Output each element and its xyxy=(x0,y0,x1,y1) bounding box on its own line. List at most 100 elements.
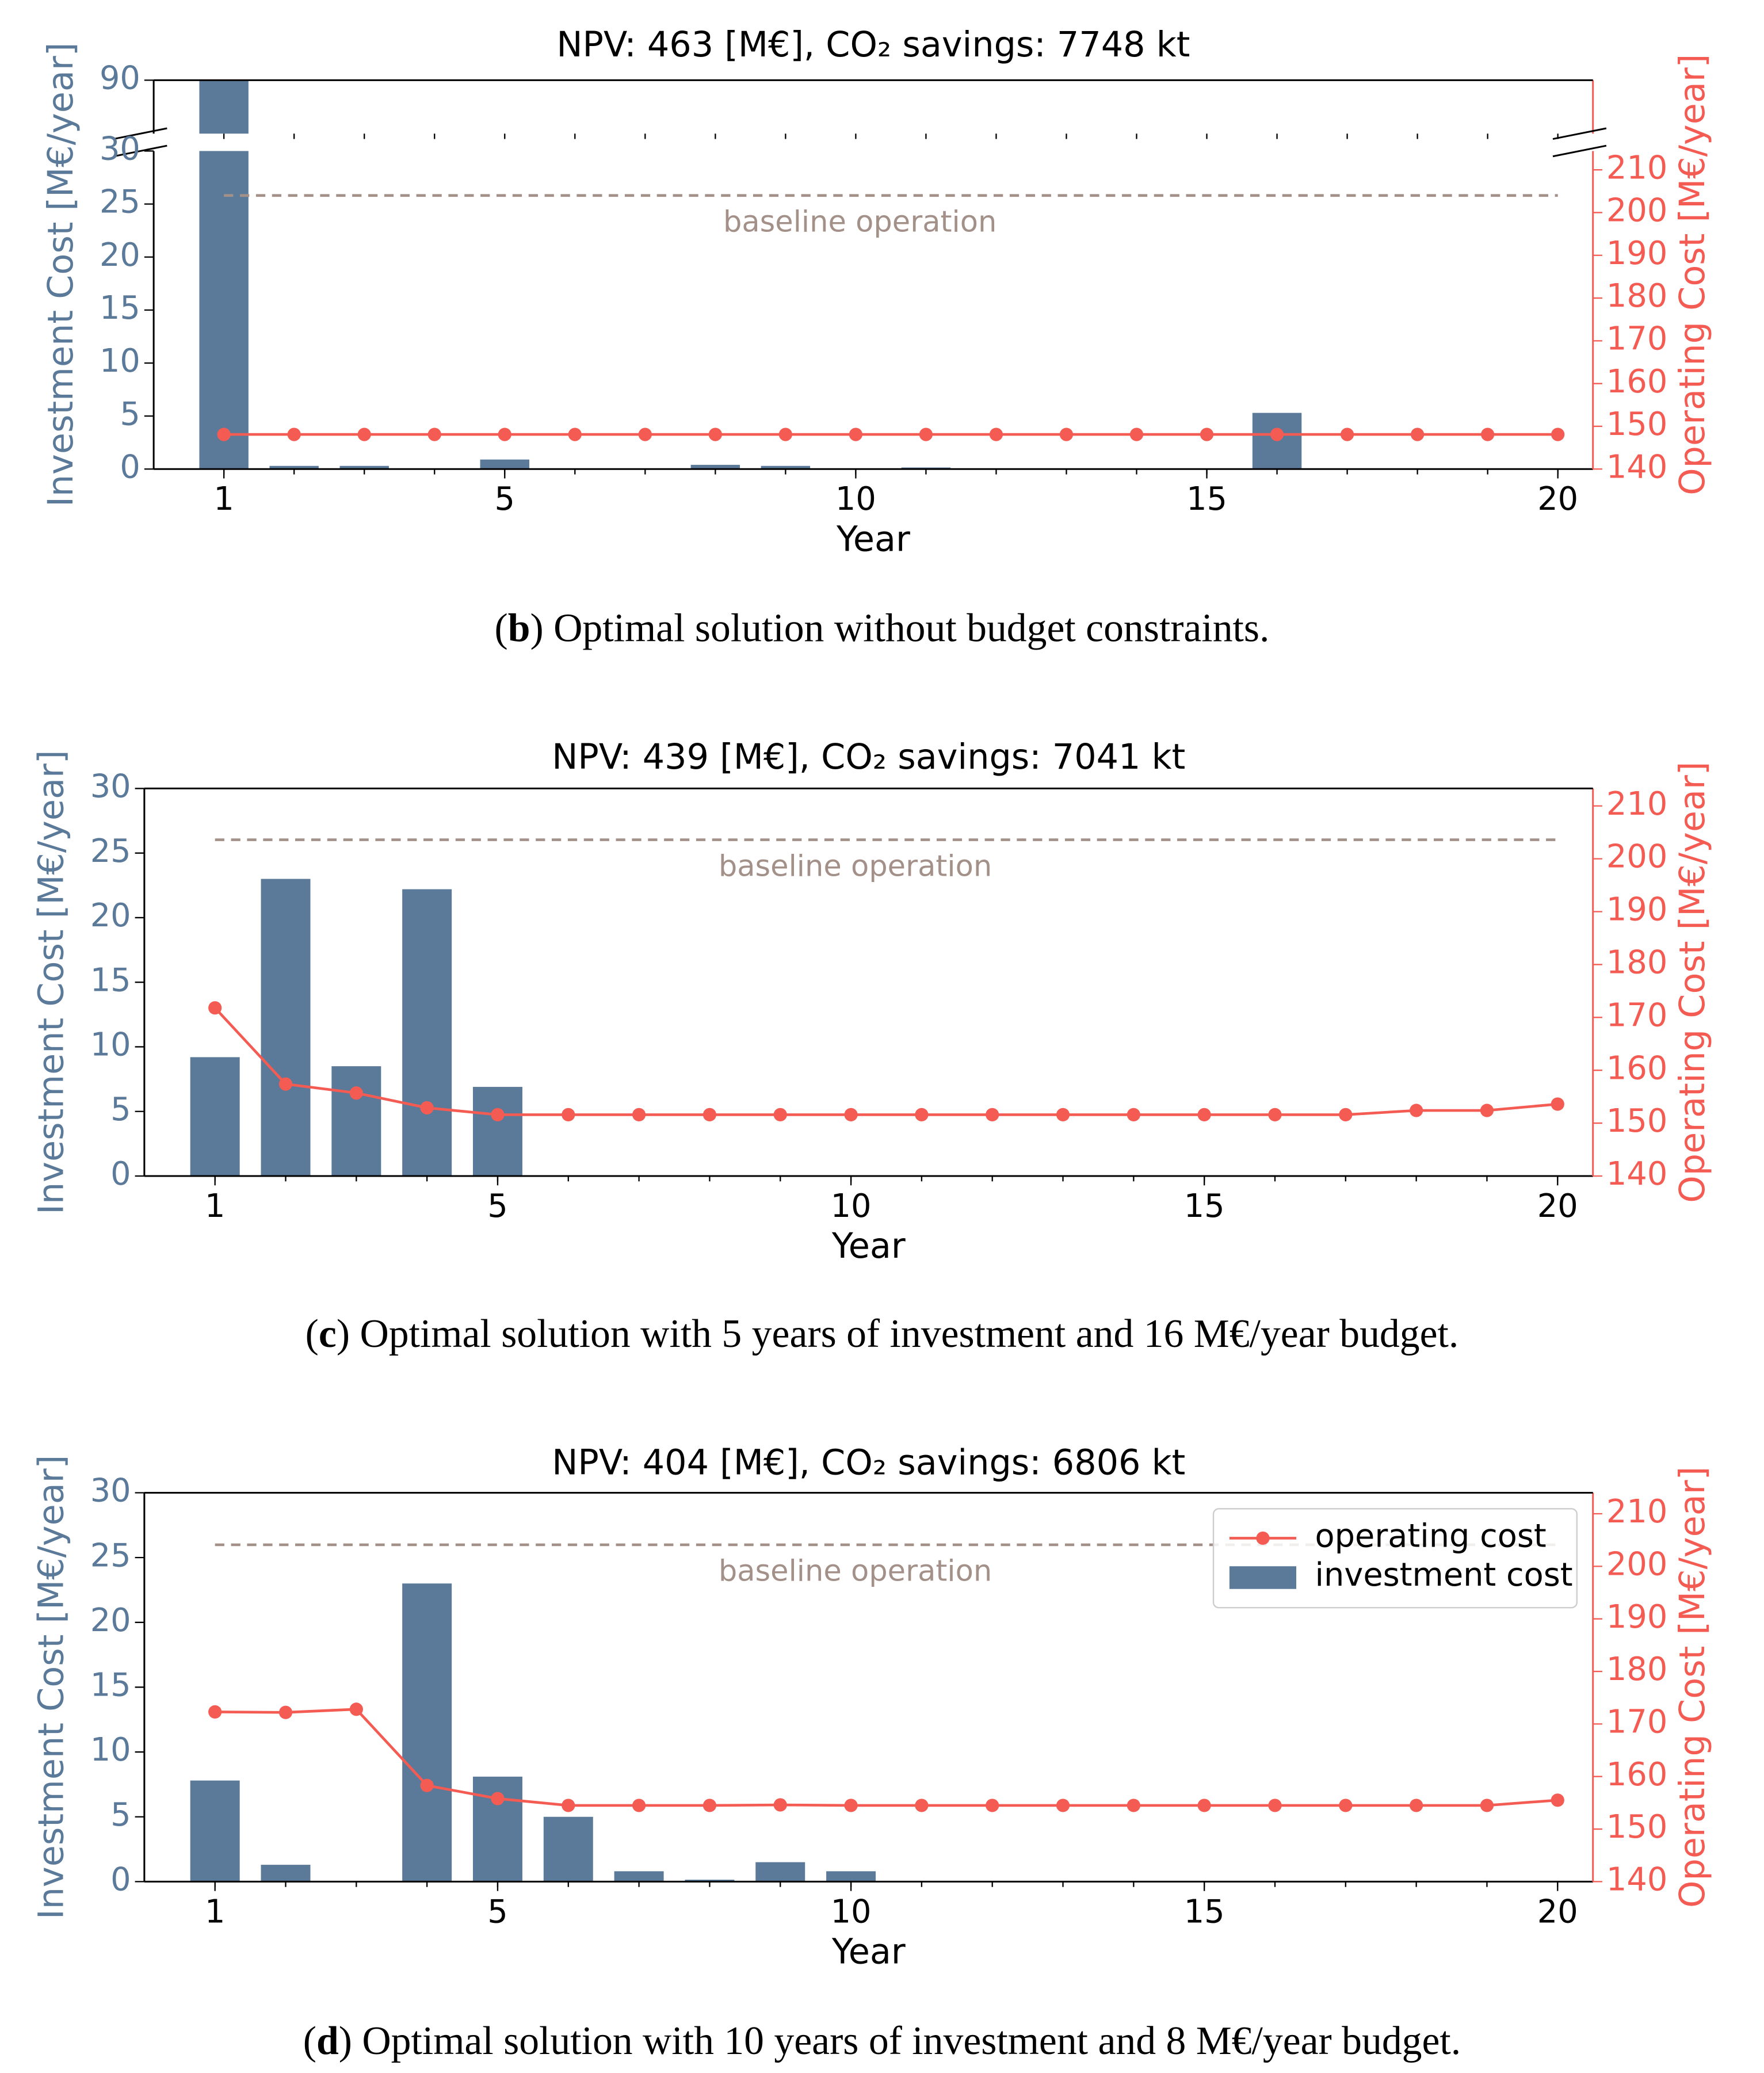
bar xyxy=(190,1780,240,1882)
y2-tick-label: 140 xyxy=(1606,1861,1667,1899)
y2-tick-label: 190 xyxy=(1606,891,1667,929)
operating-marker xyxy=(287,427,301,441)
x-tick-label: 5 xyxy=(495,480,515,518)
x-axis-label: Year xyxy=(831,1226,906,1266)
y2-tick-label: 190 xyxy=(1606,1598,1667,1636)
operating-marker xyxy=(989,427,1003,441)
y-tick-label: 0 xyxy=(120,448,140,486)
x-tick-label: 10 xyxy=(831,1188,872,1225)
legend-box xyxy=(1212,1508,1578,1609)
y-tick-label: 0 xyxy=(110,1155,131,1193)
caption: (b) Optimal solution without budget cons… xyxy=(495,606,1270,651)
operating-marker xyxy=(708,427,722,441)
operating-marker xyxy=(562,1108,575,1122)
operating-marker xyxy=(1127,1108,1140,1122)
legend-label: operating cost xyxy=(1315,1518,1547,1555)
y2-tick-label: 170 xyxy=(1606,997,1667,1034)
baseline-label: baseline operation xyxy=(719,849,992,883)
y2-tick-label: 210 xyxy=(1606,785,1667,823)
bar xyxy=(402,889,452,1176)
operating-marker xyxy=(1339,1108,1353,1122)
y2-tick-label: 160 xyxy=(1606,1049,1667,1087)
operating-marker xyxy=(1056,1799,1070,1812)
y2-tick-label: 180 xyxy=(1606,944,1667,982)
operating-marker xyxy=(844,1108,858,1122)
break-mark xyxy=(113,144,167,158)
operating-marker xyxy=(420,1778,434,1792)
operating-marker xyxy=(773,1108,787,1122)
operating-marker xyxy=(773,1798,787,1812)
y-tick-label: 5 xyxy=(120,395,140,433)
y-tick-label: 25 xyxy=(100,184,140,221)
y-tick-label: 5 xyxy=(110,1091,131,1128)
operating-marker xyxy=(1551,1793,1564,1807)
caption-part: b xyxy=(508,606,530,651)
y2-tick-label: 210 xyxy=(1606,149,1667,186)
baseline-label: baseline operation xyxy=(719,1555,992,1589)
y-axis-label: Investment Cost [M€/year] xyxy=(32,750,72,1215)
bar xyxy=(472,1087,522,1176)
chart: NPV: 439 [M€], CO₂ savings: 7041 kt basel… xyxy=(32,737,1713,1356)
y2-tick-label: 200 xyxy=(1606,838,1667,876)
operating-marker xyxy=(1268,1799,1282,1812)
baseline-label: baseline operation xyxy=(723,205,996,239)
y2-tick-label: 160 xyxy=(1606,1756,1667,1793)
y2-tick-label: 140 xyxy=(1606,448,1667,486)
bar xyxy=(543,1816,593,1882)
operating-marker xyxy=(1480,1799,1494,1812)
operating-marker xyxy=(1410,1104,1423,1117)
y2-tick-label: 150 xyxy=(1606,406,1667,443)
bar xyxy=(761,465,811,469)
y-tick-label: 20 xyxy=(90,1602,131,1639)
bar xyxy=(690,464,740,469)
y2-axis-label: Operating Cost [M€/year] xyxy=(1673,1467,1713,1908)
operating-marker xyxy=(349,1086,363,1100)
operating-marker xyxy=(420,1101,434,1115)
operating-marker xyxy=(208,1705,222,1719)
operating-marker xyxy=(1551,427,1565,441)
y2-tick-label: 210 xyxy=(1606,1493,1667,1530)
y2-axis-label: Operating Cost [M€/year] xyxy=(1673,54,1713,495)
bar xyxy=(190,1057,240,1176)
y-tick-label: 15 xyxy=(90,961,131,999)
operating-marker xyxy=(1056,1108,1070,1122)
chart-title: NPV: 404 [M€], CO₂ savings: 6806 kt xyxy=(552,1442,1185,1483)
operating-marker xyxy=(357,427,371,441)
caption: (c) Optimal solution with 5 years of inv… xyxy=(306,1312,1459,1356)
y2-tick-label: 180 xyxy=(1606,1651,1667,1688)
y-tick-label: 15 xyxy=(90,1667,131,1704)
operating-marker xyxy=(278,1077,293,1091)
y-tick-label: 20 xyxy=(100,236,140,274)
operating-marker xyxy=(217,427,231,441)
operating-marker xyxy=(778,427,792,441)
operating-marker xyxy=(208,1001,222,1015)
caption-part: ) Optimal solution without budget constr… xyxy=(530,606,1270,651)
operating-marker xyxy=(986,1108,999,1122)
bar xyxy=(261,1865,311,1882)
y2-tick-label: 160 xyxy=(1606,363,1667,400)
bar xyxy=(331,1066,381,1176)
operating-line xyxy=(213,1007,1558,1116)
caption-part: ) Optimal solution with 10 years of inve… xyxy=(339,2019,1461,2063)
operating-marker xyxy=(427,427,441,441)
bar-upper xyxy=(199,80,249,134)
y-tick-label: 30 xyxy=(100,131,140,168)
operating-marker xyxy=(1127,1799,1140,1812)
x-tick-label: 1 xyxy=(213,480,234,518)
operating-marker xyxy=(915,1108,929,1122)
caption-part: ) Optimal solution with 5 years of inves… xyxy=(337,1312,1458,1356)
operating-marker xyxy=(562,1799,575,1812)
y-tick-label: 25 xyxy=(90,1537,131,1574)
operating-marker xyxy=(986,1799,999,1812)
y2-tick-label: 200 xyxy=(1606,1545,1667,1583)
x-tick-label: 15 xyxy=(1184,1893,1225,1930)
y2-tick-label: 190 xyxy=(1606,235,1667,272)
operating-marker xyxy=(632,1108,646,1122)
x-tick-label: 1 xyxy=(205,1893,225,1930)
operating-marker xyxy=(702,1108,717,1122)
operating-marker xyxy=(1411,427,1425,441)
operating-marker xyxy=(1268,1108,1282,1122)
caption-part: c xyxy=(319,1312,337,1356)
operating-marker xyxy=(1200,427,1214,441)
